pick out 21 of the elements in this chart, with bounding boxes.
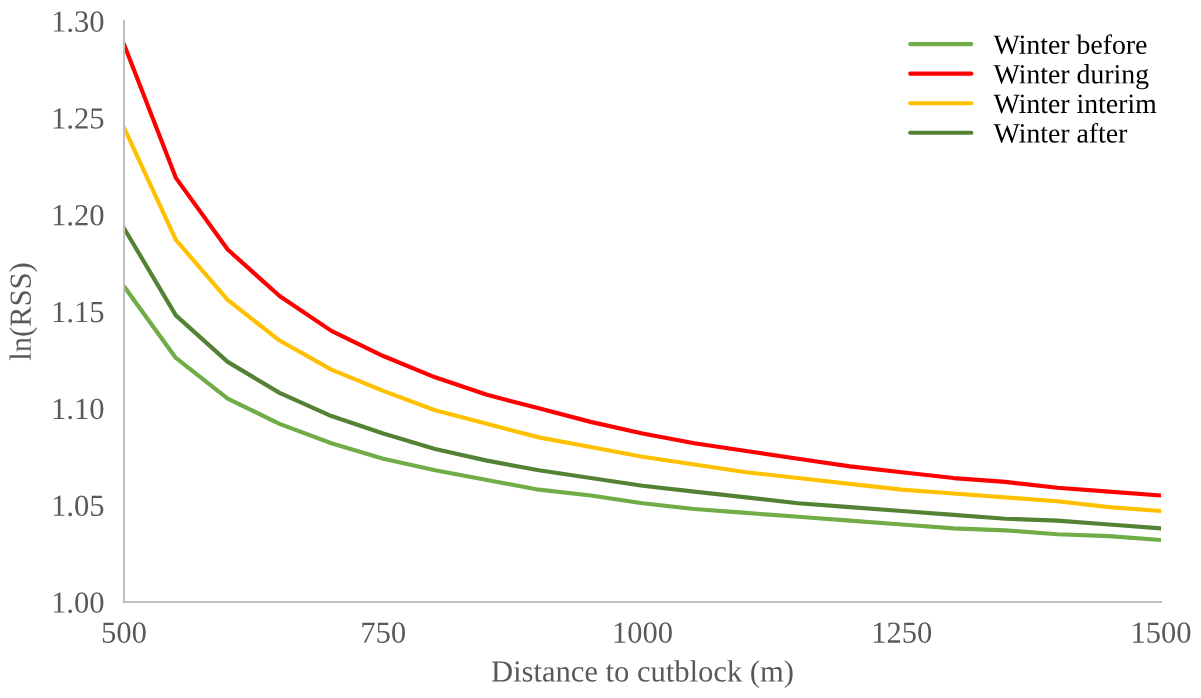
y-tick-label: 1.30 (53, 11, 104, 33)
legend-label: Winter during (993, 64, 1149, 90)
x-tick-label: 500 (102, 622, 146, 643)
x-tick-label: 1000 (614, 622, 672, 643)
y-tick-label: 1.25 (53, 108, 104, 129)
line-series (124, 226, 1161, 531)
x-tick-label: 1500 (1133, 622, 1191, 643)
x-tick-label: 1250 (873, 622, 932, 643)
y-tick-label: 1.05 (53, 495, 104, 517)
x-axis-title: Distance to cutblock (m) (491, 660, 793, 688)
y-tick-label: 1.00 (53, 592, 104, 614)
legend-label: Winter interim (993, 94, 1157, 114)
line-series (124, 284, 1161, 543)
y-tick-label: 1.10 (53, 398, 104, 420)
x-tick-label: 750 (362, 622, 405, 643)
y-axis-title: ln(RSS) (9, 263, 38, 361)
y-tick-label: 1.15 (53, 301, 104, 323)
y-tick-label: 1.20 (53, 204, 104, 226)
legend-label: Winter after (993, 122, 1128, 143)
line-series (124, 125, 1161, 514)
legend-label: Winter before (993, 34, 1147, 55)
